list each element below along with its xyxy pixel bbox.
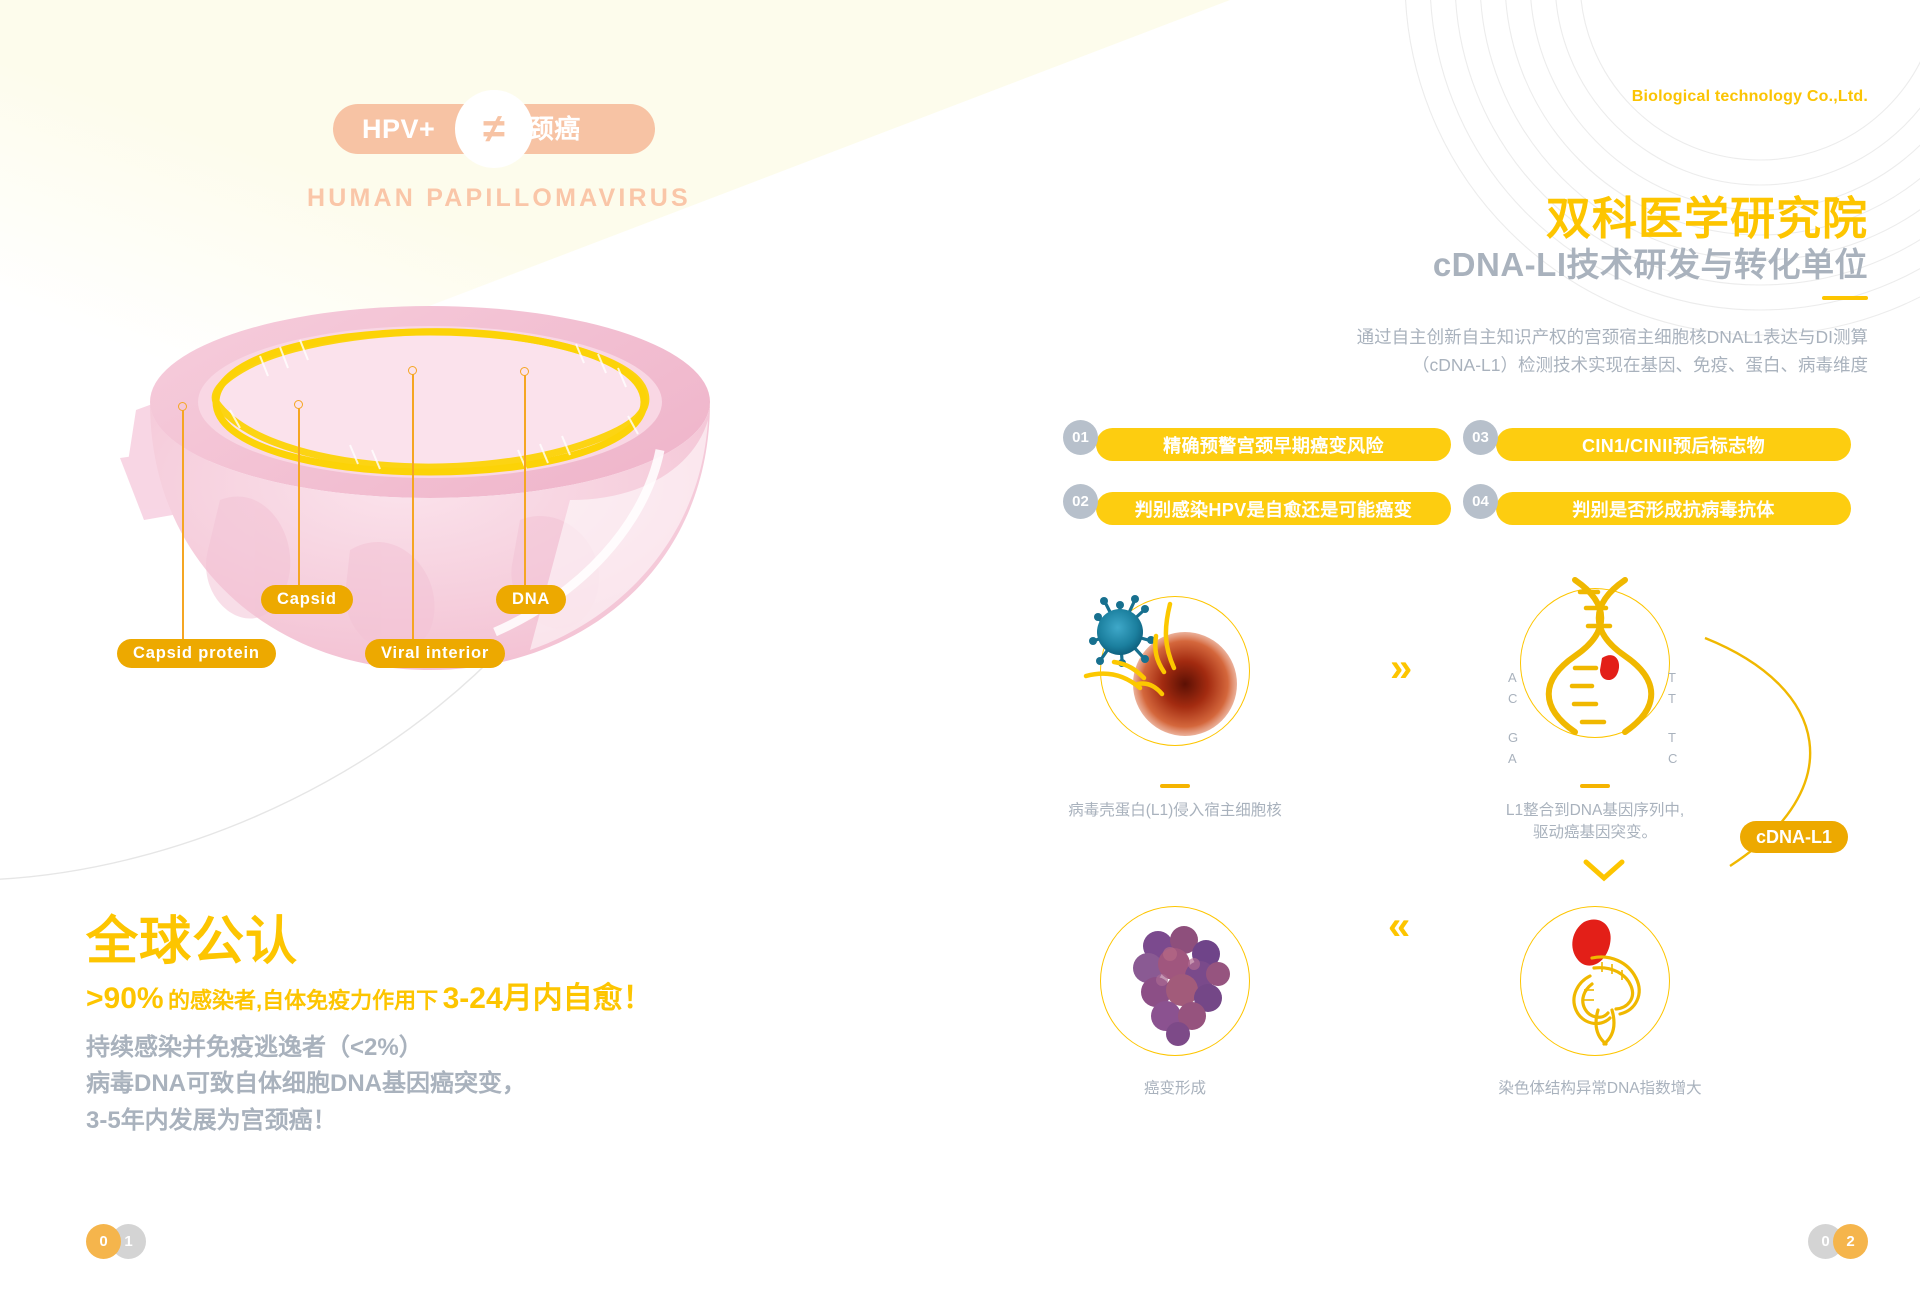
global-consensus-stat: >90% 的感染者,自体免疫力作用下 3-24月内自愈！ xyxy=(86,973,653,1017)
badge-label-hpv: HPV+ xyxy=(362,113,436,144)
flow-caption-step2: L1整合到DNA基因序列中, 驱动癌基因突变。 xyxy=(1505,802,1685,842)
flow-caption-step1: 病毒壳蛋白(L1)侵入宿主细胞核 xyxy=(1068,802,1282,819)
feature-label-02: 判别感染HPV是自愈还是可能癌变 xyxy=(1134,499,1413,520)
virus-capsid-graphic xyxy=(120,306,710,670)
stat-percent: >90% xyxy=(86,982,164,1015)
flow-caption-step4: 癌变形成 xyxy=(1143,1080,1206,1097)
leader-line-capsid-protein xyxy=(182,410,184,652)
feature-label-04: 判别是否形成抗病毒抗体 xyxy=(1572,499,1775,520)
label-tag-capsid-protein: Capsid protein xyxy=(117,639,276,668)
feature-number-02: 02 xyxy=(1063,484,1098,519)
flow-circle-step3 xyxy=(1520,906,1670,1056)
mutation-marker-icon xyxy=(1600,655,1620,681)
chevron-down-icon xyxy=(1582,858,1626,894)
feature-number-01: 01 xyxy=(1063,420,1098,455)
not-equal-icon: ≠ xyxy=(455,90,533,168)
chevron-left-icon: « xyxy=(1388,904,1411,948)
capsid-highlight xyxy=(493,449,665,637)
page-indicator-right: 0 2 xyxy=(1808,1224,1868,1259)
feature-item-01[interactable]: 01 精确预警宫颈早期癌变风险 xyxy=(1063,420,1451,461)
feature-item-04[interactable]: 04 判别是否形成抗病毒抗体 xyxy=(1463,484,1851,525)
flow-dash-step1 xyxy=(1160,784,1190,788)
human-papillomavirus-subtitle: HUMAN PAPILLOMAVIRUS xyxy=(307,184,691,212)
feature-number-04: 04 xyxy=(1463,484,1498,519)
feature-label-03: CIN1/CINII预后标志物 xyxy=(1581,435,1765,456)
chromosome-mutation-blob xyxy=(1572,919,1611,966)
feature-label-01: 精确预警宫颈早期癌变风险 xyxy=(1163,435,1384,456)
dna-base-right-3: T xyxy=(1668,730,1676,745)
dna-base-left-1: A xyxy=(1508,670,1517,685)
page-indicator-left: 0 1 xyxy=(86,1224,146,1259)
abnormal-chromosome-graphic xyxy=(1572,919,1641,1046)
feature-item-03[interactable]: 03 CIN1/CINII预后标志物 xyxy=(1463,420,1851,461)
dna-base-left-3: G xyxy=(1508,730,1519,745)
feature-bar-04[interactable]: 判别是否形成抗病毒抗体 xyxy=(1496,492,1851,525)
feature-bar-01[interactable]: 精确预警宫颈早期癌变风险 xyxy=(1096,428,1451,461)
institute-subtitle: cDNA-LI技术研发与转化单位 xyxy=(1432,246,1868,283)
leader-line-capsid xyxy=(298,408,300,596)
institute-title: 双科医学研究院 xyxy=(1545,193,1868,244)
cdna-l1-badge: cDNA-L1 xyxy=(1740,821,1849,853)
title-divider xyxy=(1822,296,1868,300)
chevron-down-glyph xyxy=(1583,859,1625,882)
tumor-cell-cluster xyxy=(1133,926,1230,1046)
leader-line-viral-interior xyxy=(412,374,414,652)
viral-interior-surface xyxy=(216,334,644,470)
dna-base-left-2: C xyxy=(1508,691,1518,706)
chevron-right-icon: » xyxy=(1390,646,1413,690)
feature-item-02[interactable]: 02 判别感染HPV是自愈还是可能癌变 xyxy=(1063,484,1451,525)
feature-bar-02[interactable]: 判别感染HPV是自愈还是可能癌变 xyxy=(1096,492,1451,525)
invasion-motion-lines xyxy=(1083,601,1177,697)
cdna-loop-arc xyxy=(1704,636,1812,868)
leader-line-dna xyxy=(524,375,526,597)
flow-circle-step2 xyxy=(1520,588,1670,738)
page-digit-right-2: 2 xyxy=(1833,1224,1868,1259)
tumor-mass-graphic xyxy=(1133,926,1230,1046)
label-tag-viral-interior: Viral interior xyxy=(365,639,506,668)
dna-base-right-2: T xyxy=(1668,691,1676,706)
stat-middle-text: 的感染者,自体免疫力作用下 xyxy=(168,988,439,1013)
dna-base-left-4: A xyxy=(1508,751,1517,766)
institute-description-line2: （cDNA-L1）检测技术实现在基因、免疫、蛋白、病毒维度 xyxy=(1412,355,1868,376)
company-name-line: Biological technology Co.,Ltd. xyxy=(1631,88,1868,105)
flow-circle-step4 xyxy=(1100,906,1250,1056)
label-tag-dna: DNA xyxy=(496,585,567,614)
dna-ring-helix xyxy=(211,328,650,476)
virus-invading-cell-graphic xyxy=(1083,595,1237,736)
dna-base-right-1: T xyxy=(1668,670,1676,685)
dna-mutation-graphic xyxy=(1545,577,1655,735)
page-digit-left-1: 0 xyxy=(86,1224,121,1259)
label-tag-capsid: Capsid xyxy=(261,585,353,614)
institute-description: 通过自主创新自主知识产权的宫颈宿主细胞核DNAL1表达与DI测算 （cDNA-L… xyxy=(1357,323,1868,380)
stat-duration: 3-24月内自愈！ xyxy=(442,982,653,1015)
pathogenesis-flow-diagram: 病毒壳蛋白(L1)侵入宿主细胞核 » A C G A T T T C L1整合 xyxy=(1060,577,1880,1148)
persistent-infection-note: 持续感染并免疫逃逸者（<2%） 病毒DNA可致自体细胞DNA基因癌突变， 3-5… xyxy=(86,1034,526,1134)
feature-pill-grid: 01 精确预警宫颈早期癌变风险 03 CIN1/CINII预后标志物 02 判别… xyxy=(1063,420,1851,525)
flow-circle-step1 xyxy=(1100,596,1250,746)
flow-dash-step2 xyxy=(1580,784,1610,788)
feature-bar-03[interactable]: CIN1/CINII预后标志物 xyxy=(1496,428,1851,461)
dna-ring-rungs xyxy=(229,339,639,470)
institute-description-line1: 通过自主创新自主知识产权的宫颈宿主细胞核DNAL1表达与DI测算 xyxy=(1356,327,1868,347)
hpv-virus-illustration xyxy=(100,250,820,710)
hpv-virion-icon xyxy=(1089,595,1155,667)
dna-base-right-4: C xyxy=(1668,751,1678,766)
global-consensus-title: 全球公认 xyxy=(86,913,299,971)
flow-caption-step3: 染色体结构异常DNA指数增大 xyxy=(1498,1080,1702,1097)
feature-number-03: 03 xyxy=(1463,420,1498,455)
